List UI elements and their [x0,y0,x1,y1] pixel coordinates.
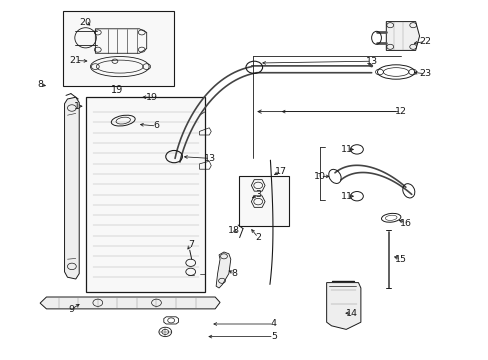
Text: 19: 19 [111,85,123,95]
Text: 14: 14 [346,309,357,318]
Text: 18: 18 [227,226,239,235]
Text: 2: 2 [255,233,261,242]
Text: 17: 17 [275,166,286,175]
Text: 15: 15 [394,255,406,264]
Text: 21: 21 [70,56,81,65]
Text: 9: 9 [68,305,74,314]
Text: 23: 23 [419,69,430,78]
Text: 16: 16 [399,219,411,228]
Text: 1: 1 [74,102,80,111]
Text: 11: 11 [341,145,352,154]
Polygon shape [386,22,419,50]
Text: 22: 22 [419,37,430,46]
Polygon shape [85,97,205,292]
Text: 6: 6 [153,122,159,130]
Polygon shape [216,252,230,288]
Bar [92,102,199,287]
Bar [238,176,288,226]
Text: 3: 3 [255,190,261,199]
Text: 8: 8 [231,269,237,278]
Text: 13: 13 [204,154,216,163]
Polygon shape [40,297,220,309]
Text: 12: 12 [394,107,406,116]
Text: 5: 5 [270,332,276,341]
Polygon shape [64,97,79,279]
Bar [62,11,173,86]
Polygon shape [326,283,360,329]
Text: 8: 8 [37,80,43,89]
Text: 7: 7 [187,240,193,249]
Text: 11: 11 [341,192,352,201]
Text: 13: 13 [365,57,377,66]
Text: 4: 4 [270,320,276,328]
Text: 10: 10 [314,172,325,181]
Text: 20: 20 [80,18,91,27]
Text: 19: 19 [145,93,157,102]
